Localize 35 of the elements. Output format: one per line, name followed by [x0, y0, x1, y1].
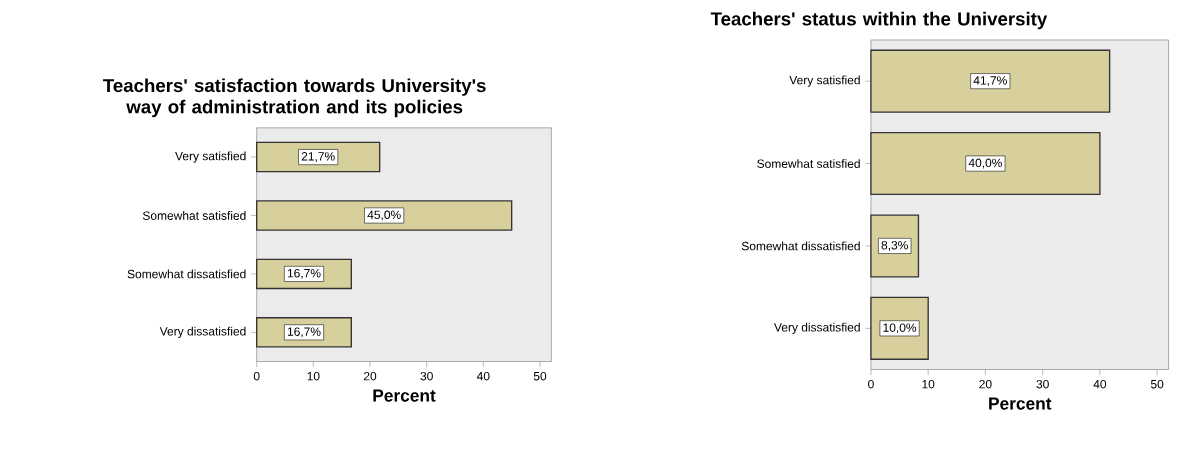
- x-tick-label: 10: [307, 371, 320, 381]
- data-label: 8,3%: [881, 240, 908, 251]
- data-label: 41,7%: [973, 76, 1007, 86]
- y-tick-label: Very dissatisfied: [774, 322, 860, 334]
- y-tick-label: Very dissatisfied: [159, 326, 246, 338]
- x-tick-label: 20: [363, 371, 377, 381]
- chart-title: Teachers' satisfaction towards University's way of administration and its policies: [103, 78, 486, 117]
- x-tick-label: 0: [253, 371, 260, 381]
- data-label: 16,7%: [287, 268, 321, 279]
- x-tick-label: 0: [868, 379, 874, 389]
- bar: [870, 49, 1111, 113]
- y-tick-label: Somewhat satisfied: [142, 210, 246, 220]
- bar: [870, 131, 1101, 195]
- bar: [256, 200, 513, 231]
- chart-title: Teachers' status within the University: [710, 11, 1048, 30]
- x-tick-label: 40: [476, 371, 490, 381]
- y-tick-label: Very satisfied: [175, 151, 246, 163]
- y-tick-label: Somewhat dissatisfied: [127, 269, 246, 279]
- x-tick-label: 40: [1093, 379, 1107, 389]
- x-tick-label: 30: [420, 371, 433, 381]
- y-tick-label: Somewhat satisfied: [757, 158, 860, 168]
- x-tick-label: 20: [979, 379, 992, 389]
- x-tick-label: 50: [533, 371, 547, 381]
- x-axis-title: Percent: [373, 389, 436, 402]
- x-tick-label: 30: [1036, 379, 1049, 389]
- x-axis-title: Percent: [989, 397, 1052, 410]
- x-tick-label: 50: [1150, 379, 1164, 389]
- y-tick-label: Very satisfied: [789, 75, 860, 87]
- data-label: 45,0%: [367, 210, 401, 221]
- data-label: 21,7%: [301, 151, 335, 162]
- x-tick-label: 10: [922, 379, 935, 389]
- data-label: 10,0%: [883, 323, 917, 334]
- y-tick-label: Somewhat dissatisfied: [741, 241, 860, 251]
- data-label: 40,0%: [968, 158, 1002, 169]
- data-label: 16,7%: [287, 327, 321, 338]
